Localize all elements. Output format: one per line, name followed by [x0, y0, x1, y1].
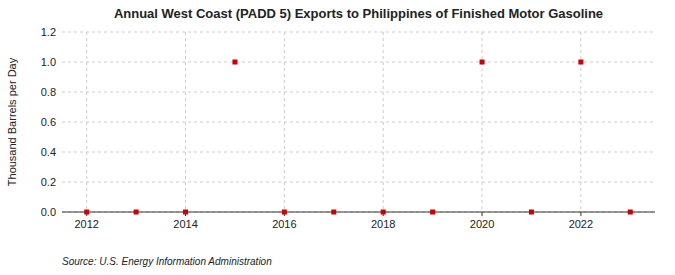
- point: [628, 210, 633, 215]
- grid-line-y: [62, 122, 655, 123]
- y-axis-label: Thousand Barrels per Day: [6, 57, 18, 186]
- point: [381, 210, 386, 215]
- x-tick-label: 2014: [173, 218, 197, 230]
- point: [134, 210, 139, 215]
- grid-line-y: [62, 152, 655, 153]
- y-tick-label: 0.0: [41, 206, 56, 218]
- x-tick: [580, 212, 581, 216]
- point: [480, 60, 485, 65]
- grid-line-y: [62, 212, 655, 213]
- grid-line-x: [185, 32, 186, 212]
- source: Source: U.S. Energy Information Administ…: [62, 256, 272, 267]
- grid-line-x: [482, 32, 483, 212]
- title: Annual West Coast (PADD 5) Exports to Ph…: [114, 6, 603, 21]
- chart: Annual West Coast (PADD 5) Exports to Ph…: [0, 0, 675, 275]
- y-tick-label: 0.4: [41, 146, 56, 158]
- point: [578, 60, 583, 65]
- y-tick-label: 1.0: [41, 56, 56, 68]
- grid-line-y: [62, 32, 655, 33]
- point: [183, 210, 188, 215]
- grid-line-y: [62, 92, 655, 93]
- point: [331, 210, 336, 215]
- y-tick-label: 1.2: [41, 26, 56, 38]
- x-tick-label: 2018: [371, 218, 395, 230]
- page: {"chart_data": {"type": "scatter", "titl…: [0, 0, 675, 275]
- y-tick-label: 0.6: [41, 116, 56, 128]
- x-tick-label: 2022: [569, 218, 593, 230]
- grid-line-x: [86, 32, 87, 212]
- point: [529, 210, 534, 215]
- x-axis-line: [62, 212, 655, 213]
- grid-line-y: [62, 62, 655, 63]
- x-tick-label: 2020: [470, 218, 494, 230]
- grid: [62, 32, 655, 212]
- point: [84, 210, 89, 215]
- grid-line-y: [62, 182, 655, 183]
- x-tick: [482, 212, 483, 216]
- point: [282, 210, 287, 215]
- plot-area: [62, 32, 655, 212]
- x-tick-label: 2016: [272, 218, 296, 230]
- grid-line-x: [284, 32, 285, 212]
- y-tick-label: 0.8: [41, 86, 56, 98]
- point: [232, 60, 237, 65]
- grid-line-x: [383, 32, 384, 212]
- point: [430, 210, 435, 215]
- x-tick-label: 2012: [74, 218, 98, 230]
- grid-line-x: [580, 32, 581, 212]
- y-tick-label: 0.2: [41, 176, 56, 188]
- points: [84, 60, 633, 215]
